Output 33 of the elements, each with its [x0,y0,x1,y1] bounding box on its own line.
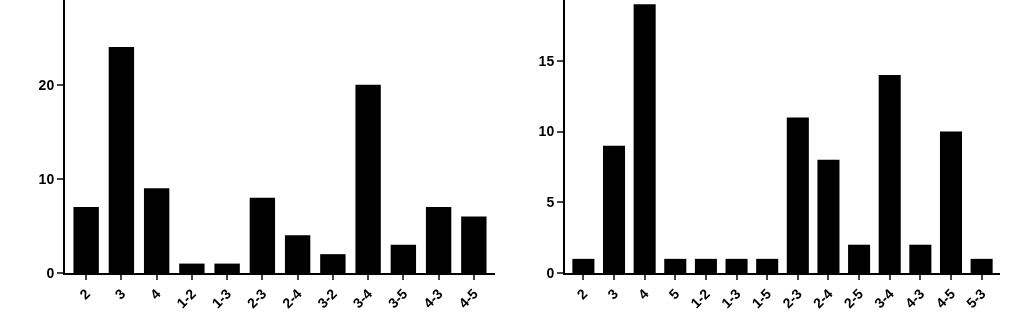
x-tick-label: 4 [634,285,652,303]
x-tick-label: 2-5 [840,285,867,312]
x-tick-label: 2-4 [809,285,836,312]
x-tick-label: 3 [111,285,129,303]
x-tick-label: 2 [573,285,591,303]
x-tick-label: 4 [146,285,164,303]
x-tick-label: 3-2 [314,285,341,312]
x-tick-label: 1-3 [208,285,235,312]
x-tick-label: 1-2 [687,285,714,312]
x-tick-label: 3-4 [349,285,376,312]
x-tick-label: 4-5 [455,285,482,312]
y-tick-label: 5 [546,194,555,211]
x-tick-label: 5 [665,285,683,303]
y-tick-label: 10 [538,123,555,140]
y-tick-label: 15 [538,52,555,69]
x-tick-label: 1-5 [748,285,775,312]
y-tick-label: 20 [38,76,55,93]
x-tick-label: 3-4 [871,285,897,312]
x-tick-label: 1-2 [173,285,200,312]
x-tick-label: 4-5 [932,285,959,312]
x-tick-label: 3-5 [384,285,411,312]
y-tick-label: 0 [46,264,55,281]
x-tick-label: 2 [76,285,94,303]
y-tick-label: 0 [546,264,555,281]
x-tick-label: 5-3 [963,285,989,312]
x-tick-label: 4-3 [901,285,928,312]
x-tick-label: 2-3 [243,285,270,312]
x-tick-label: 2-4 [279,285,305,312]
x-tick-label: 3 [604,285,622,303]
y-tick-label: 10 [38,170,55,187]
x-tick-label: 2-3 [779,285,806,312]
x-tick-label: 1-3 [718,285,744,312]
x-tick-label: 4-3 [420,285,446,312]
